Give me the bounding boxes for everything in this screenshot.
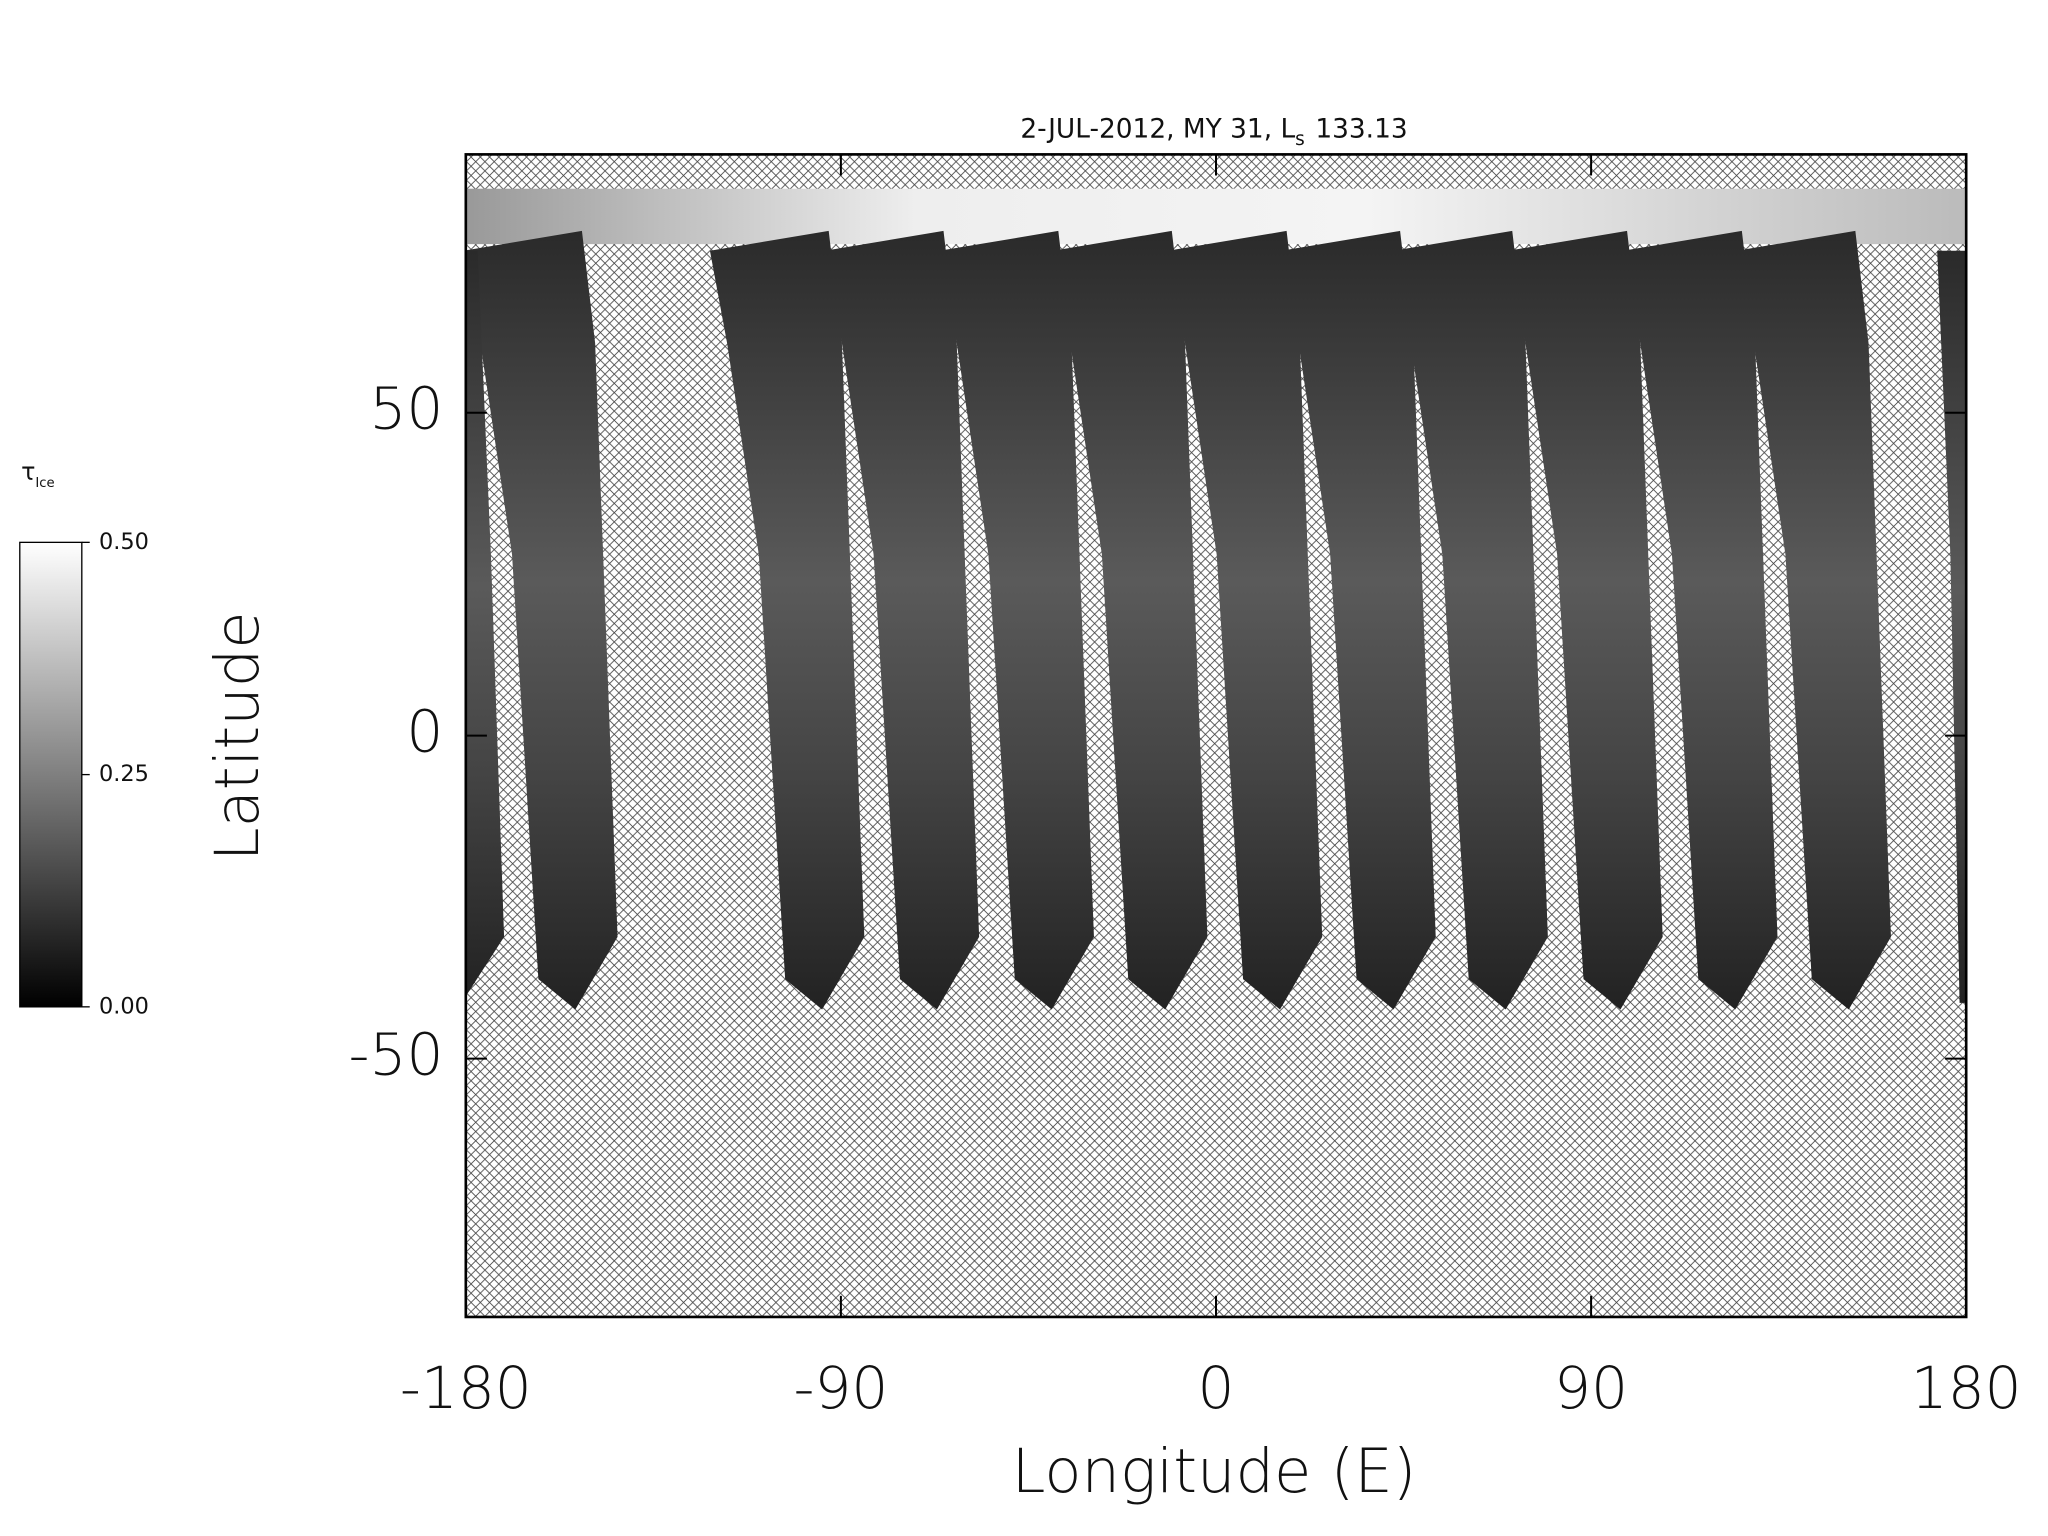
x-tick-label: -90 <box>794 1354 889 1422</box>
x-tick-label: 90 <box>1554 1354 1628 1422</box>
y-tick-label: 50 <box>370 375 444 443</box>
swath <box>1281 230 1436 1010</box>
x-tick-label: -180 <box>400 1354 532 1422</box>
chart-title: 2-JUL-2012, MY 31, Ls 133.13 <box>1020 114 1407 150</box>
swath <box>1508 230 1663 1010</box>
swath <box>1736 230 1891 1010</box>
swath <box>824 230 980 1010</box>
x-axis-label: Longitude (E) <box>1012 1437 1417 1507</box>
x-tick-label: 0 <box>1198 1354 1235 1422</box>
swath <box>939 230 1094 1010</box>
swath <box>1393 230 1548 1010</box>
swath <box>1937 250 1967 1003</box>
swath <box>709 230 865 1010</box>
swath <box>465 250 505 997</box>
x-tick-label: 180 <box>1911 1354 2022 1422</box>
swaths <box>465 188 1967 1010</box>
polar-cap <box>465 188 1967 245</box>
axes: -180 -90 0 90 180 -50 0 50 <box>349 154 2022 1422</box>
y-tick-label: -50 <box>349 1021 444 1089</box>
title-main: 2-JUL-2012, MY 31, L <box>1020 114 1295 144</box>
y-axis-label: Latitude <box>203 611 273 861</box>
swath <box>465 230 618 1010</box>
colorbar-symbol: τ <box>21 457 35 485</box>
title-subscript: s <box>1295 129 1305 150</box>
colorbar-label: τIce <box>21 457 55 491</box>
colorbar-tick-label: 0.00 <box>99 993 149 1019</box>
swath <box>1053 230 1208 1010</box>
y-tick-label: 0 <box>406 698 443 766</box>
colorbar-tick-label: 0.25 <box>99 761 149 787</box>
swath <box>1623 230 1778 1010</box>
title-suffix: 133.13 <box>1315 114 1407 144</box>
colorbar-subscript: Ice <box>35 476 54 491</box>
swath <box>1167 230 1323 1010</box>
colorbar-tick-label: 0.50 <box>99 529 149 555</box>
colorbar <box>19 541 83 1008</box>
